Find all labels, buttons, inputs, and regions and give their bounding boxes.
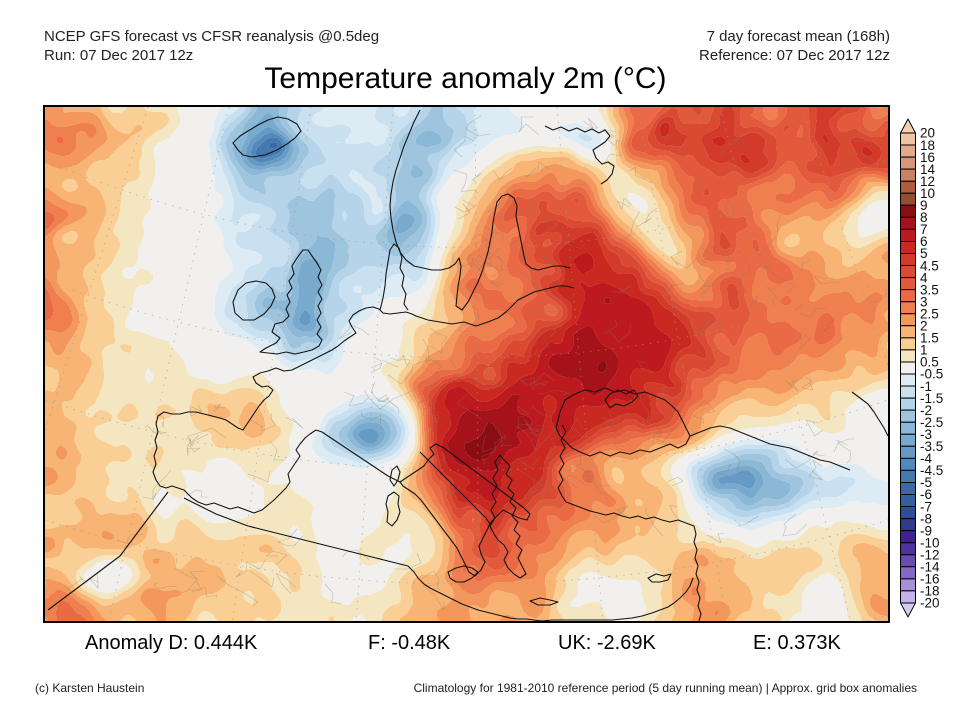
svg-text:5: 5 [920, 246, 928, 261]
svg-text:18: 18 [920, 138, 935, 153]
svg-text:8: 8 [920, 210, 928, 225]
svg-text:-14: -14 [920, 560, 940, 575]
svg-text:16: 16 [920, 150, 935, 165]
svg-text:7: 7 [920, 222, 928, 237]
svg-text:2.5: 2.5 [920, 306, 939, 321]
svg-text:4: 4 [920, 270, 928, 285]
svg-text:1.5: 1.5 [920, 331, 939, 346]
svg-text:10: 10 [920, 186, 935, 201]
svg-text:-1: -1 [920, 379, 932, 394]
svg-text:-2: -2 [920, 403, 932, 418]
svg-text:4.5: 4.5 [920, 258, 939, 273]
svg-text:-0.5: -0.5 [920, 367, 943, 382]
svg-text:-2.5: -2.5 [920, 415, 943, 430]
svg-text:-20: -20 [920, 596, 940, 611]
svg-text:-3.5: -3.5 [920, 439, 943, 454]
svg-text:12: 12 [920, 174, 935, 189]
svg-text:0.5: 0.5 [920, 355, 939, 370]
svg-text:-9: -9 [920, 523, 932, 538]
svg-text:2: 2 [920, 319, 928, 334]
svg-text:-10: -10 [920, 535, 940, 550]
svg-text:-3: -3 [920, 427, 932, 442]
svg-text:-5: -5 [920, 475, 932, 490]
svg-text:-18: -18 [920, 584, 940, 599]
svg-text:14: 14 [920, 162, 936, 177]
svg-text:-7: -7 [920, 499, 932, 514]
svg-text:3.5: 3.5 [920, 282, 939, 297]
svg-text:1: 1 [920, 343, 928, 358]
svg-text:-6: -6 [920, 487, 932, 502]
svg-text:9: 9 [920, 198, 928, 213]
svg-text:-8: -8 [920, 511, 932, 526]
svg-text:20: 20 [920, 126, 935, 141]
svg-text:-4.5: -4.5 [920, 463, 943, 478]
svg-text:-4: -4 [920, 451, 932, 466]
svg-text:3: 3 [920, 294, 928, 309]
svg-text:-12: -12 [920, 547, 940, 562]
svg-text:-16: -16 [920, 572, 940, 587]
svg-text:6: 6 [920, 234, 928, 249]
svg-text:-1.5: -1.5 [920, 391, 943, 406]
